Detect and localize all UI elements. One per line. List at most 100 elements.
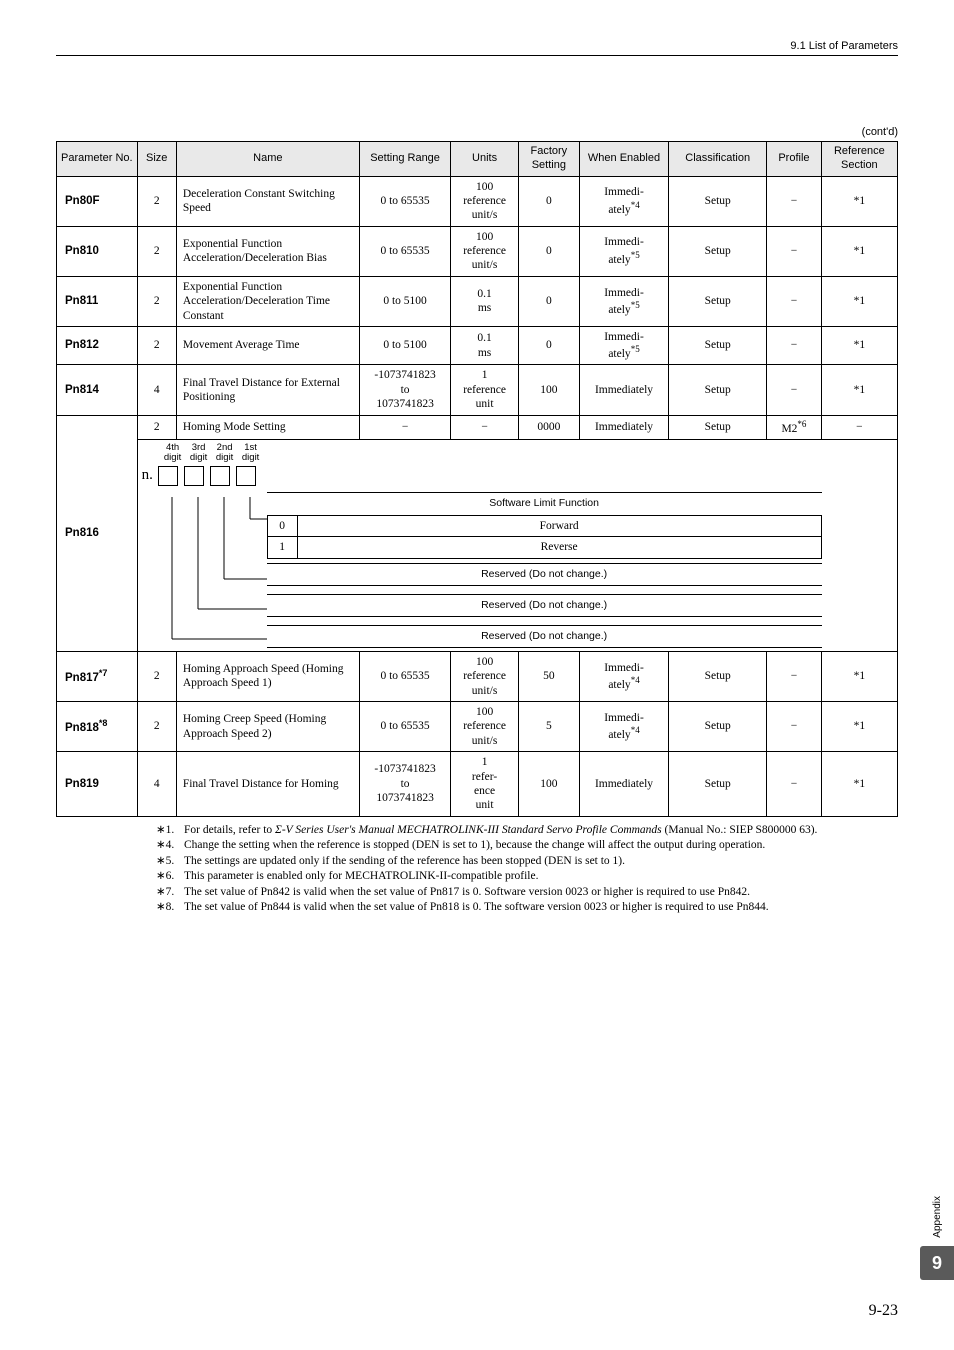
cell-size: 4 xyxy=(137,365,176,415)
footnote: ∗1.For details, refer to Σ-V Series User… xyxy=(156,823,898,839)
footnote-mark: ∗1. xyxy=(156,823,184,839)
col-profile: Profile xyxy=(767,142,821,177)
cell-when: Immediately xyxy=(579,365,668,415)
parameter-table: Parameter No. Size Name Setting Range Un… xyxy=(56,141,898,817)
cell-size: 2 xyxy=(137,651,176,701)
cell-size: 2 xyxy=(137,276,176,326)
digit-box xyxy=(158,466,178,486)
func-text: Reverse xyxy=(297,537,821,558)
cell-ref: *1 xyxy=(821,365,897,415)
footnote-text: The set value of Pn844 is valid when the… xyxy=(184,900,898,916)
reserved-block: Reserved (Do not change.) xyxy=(267,563,822,586)
digit-box xyxy=(210,466,230,486)
table-row: Pn817*72Homing Approach Speed (Homing Ap… xyxy=(57,651,898,701)
cell-ref: *1 xyxy=(821,651,897,701)
cell-units: 0.1ms xyxy=(451,276,519,326)
cell-units: 100referenceunit/s xyxy=(451,176,519,226)
section-header: 9.1 List of Parameters xyxy=(56,40,898,56)
func-row: 0Forward xyxy=(267,515,821,536)
cell-units: 1refer-enceunit xyxy=(451,752,519,817)
table-row: Pn8102Exponential Function Acceleration/… xyxy=(57,226,898,276)
cell-factory: 0 xyxy=(518,326,579,365)
cell-when: Immedi-ately*4 xyxy=(579,176,668,226)
param-no: Pn816 xyxy=(57,415,138,651)
cell-name: Homing Approach Speed (Homing Approach S… xyxy=(176,651,359,701)
table-row: Pn80F2Deceleration Constant Switching Sp… xyxy=(57,176,898,226)
table-row: Pn8194Final Travel Distance for Homing-1… xyxy=(57,752,898,817)
cell-units: 100referenceunit/s xyxy=(451,226,519,276)
cell-profile: M2*6 xyxy=(767,415,821,439)
cell-class: Setup xyxy=(669,326,767,365)
param-no: Pn80F xyxy=(57,176,138,226)
col-class: Classification xyxy=(669,142,767,177)
cell-units: 100referenceunit/s xyxy=(451,702,519,752)
reserved-block: Reserved (Do not change.) xyxy=(267,594,822,617)
software-limit-block: Software Limit Function0Forward1Reverse xyxy=(267,492,822,559)
cell-when: Immedi-ately*4 xyxy=(579,702,668,752)
digit-box xyxy=(236,466,256,486)
cell-when: Immedi-ately*5 xyxy=(579,326,668,365)
page-number: 9-23 xyxy=(869,1302,898,1320)
cell-units: 100referenceunit/s xyxy=(451,651,519,701)
cell-factory: 100 xyxy=(518,365,579,415)
cell-when: Immedi-ately*5 xyxy=(579,276,668,326)
footnote-text: Change the setting when the reference is… xyxy=(184,838,898,854)
func-row: 1Reverse xyxy=(267,537,821,558)
cell-size: 2 xyxy=(137,176,176,226)
reserved-label: Reserved (Do not change.) xyxy=(267,595,822,617)
footnotes: ∗1.For details, refer to Σ-V Series User… xyxy=(156,823,898,916)
param-no: Pn819 xyxy=(57,752,138,817)
param-no: Pn810 xyxy=(57,226,138,276)
cell-factory: 0000 xyxy=(518,415,579,439)
cell-profile: − xyxy=(767,276,821,326)
cell-name: Homing Mode Setting xyxy=(176,415,359,439)
cell-size: 4 xyxy=(137,752,176,817)
cell-ref: − xyxy=(821,415,897,439)
footnote: ∗5.The settings are updated only if the … xyxy=(156,854,898,870)
cell-ref: *1 xyxy=(821,326,897,365)
table-row: Pn8162Homing Mode Setting−−0000Immediate… xyxy=(57,415,898,439)
table-row: Pn8122Movement Average Time0 to 51000.1m… xyxy=(57,326,898,365)
digit-label: 2nddigit xyxy=(212,443,238,464)
footnote-mark: ∗6. xyxy=(156,869,184,885)
col-ref: Reference Section xyxy=(821,142,897,177)
table-row: Pn818*82Homing Creep Speed (Homing Appro… xyxy=(57,702,898,752)
param-no: Pn818*8 xyxy=(57,702,138,752)
footnote-text: This parameter is enabled only for MECHA… xyxy=(184,869,898,885)
cell-ref: *1 xyxy=(821,176,897,226)
cell-name: Homing Creep Speed (Homing Approach Spee… xyxy=(176,702,359,752)
footnote: ∗4.Change the setting when the reference… xyxy=(156,838,898,854)
cell-factory: 0 xyxy=(518,176,579,226)
cell-factory: 0 xyxy=(518,276,579,326)
cell-when: Immediately xyxy=(579,752,668,817)
footnote-text: The set value of Pn842 is valid when the… xyxy=(184,885,898,901)
col-name: Name xyxy=(176,142,359,177)
col-no: Parameter No. xyxy=(57,142,138,177)
digit-label: 3rddigit xyxy=(186,443,212,464)
col-units: Units xyxy=(451,142,519,177)
col-factory: Factory Setting xyxy=(518,142,579,177)
cell-size: 2 xyxy=(137,415,176,439)
cell-class: Setup xyxy=(669,276,767,326)
cell-factory: 0 xyxy=(518,226,579,276)
cell-profile: − xyxy=(767,365,821,415)
cell-units: 1referenceunit xyxy=(451,365,519,415)
cell-profile: − xyxy=(767,176,821,226)
digit-diagram-cell: 4thdigit3rddigit2nddigit1stdigitn.Softwa… xyxy=(137,439,897,651)
cell-range: 0 to 65535 xyxy=(359,702,451,752)
digit-label: 4thdigit xyxy=(160,443,186,464)
cell-when: Immediately xyxy=(579,415,668,439)
cell-profile: − xyxy=(767,651,821,701)
cell-class: Setup xyxy=(669,176,767,226)
footnote: ∗7.The set value of Pn842 is valid when … xyxy=(156,885,898,901)
footnote-mark: ∗5. xyxy=(156,854,184,870)
cell-range: 0 to 5100 xyxy=(359,326,451,365)
software-limit-table: 0Forward1Reverse xyxy=(267,515,822,559)
param-no: Pn811 xyxy=(57,276,138,326)
cell-range: -1073741823to1073741823 xyxy=(359,365,451,415)
footnote: ∗6.This parameter is enabled only for ME… xyxy=(156,869,898,885)
digit-label: 1stdigit xyxy=(238,443,264,464)
cell-size: 2 xyxy=(137,226,176,276)
func-code: 0 xyxy=(267,515,297,536)
func-code: 1 xyxy=(267,537,297,558)
